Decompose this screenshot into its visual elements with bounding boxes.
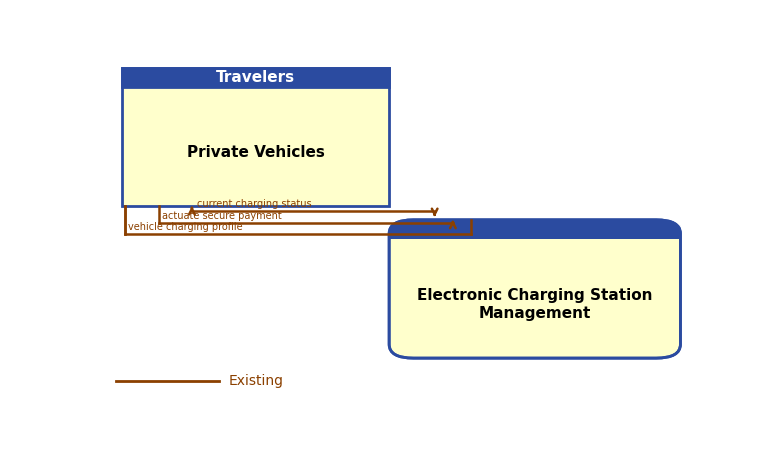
Bar: [122, 68, 389, 87]
Text: actuate secure payment: actuate secure payment: [161, 211, 281, 220]
Text: Private Vehicles: Private Vehicles: [186, 145, 325, 160]
Text: Travelers: Travelers: [216, 70, 295, 85]
Text: Existing: Existing: [229, 374, 283, 387]
Text: Electronic Charging Station
Management: Electronic Charging Station Management: [417, 288, 652, 321]
Bar: [389, 229, 680, 239]
Text: current charging status: current charging status: [197, 199, 312, 209]
Bar: [122, 68, 389, 206]
FancyBboxPatch shape: [389, 220, 680, 239]
Text: vehicle charging profile: vehicle charging profile: [128, 222, 243, 232]
FancyBboxPatch shape: [389, 220, 680, 358]
